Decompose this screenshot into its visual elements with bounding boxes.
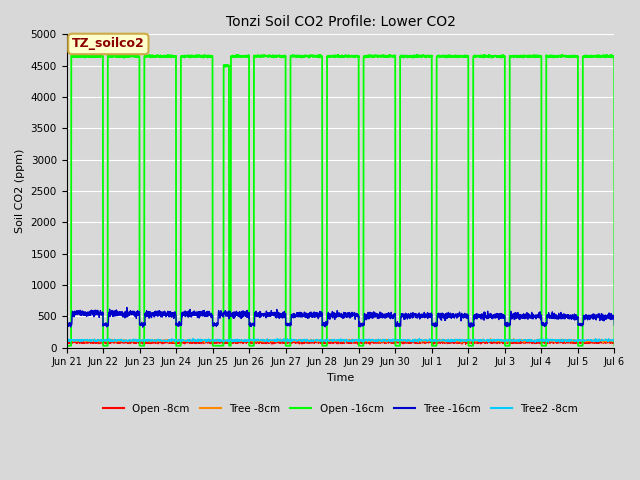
Tree -8cm xyxy=(200,340,208,346)
Tree2 -8cm xyxy=(157,337,165,343)
Open -8cm xyxy=(63,338,70,344)
Tree -8cm xyxy=(611,338,618,344)
Open -8cm xyxy=(461,342,469,348)
Tree -8cm xyxy=(157,338,165,344)
Tree -16cm xyxy=(541,321,549,327)
Open -8cm xyxy=(157,340,165,346)
Tree -8cm xyxy=(487,336,495,341)
Y-axis label: Soil CO2 (ppm): Soil CO2 (ppm) xyxy=(15,149,25,233)
Open -16cm xyxy=(297,54,305,60)
Open -8cm xyxy=(600,339,608,345)
Tree -8cm xyxy=(600,338,608,344)
Open -8cm xyxy=(125,341,133,347)
Tree -16cm xyxy=(123,304,131,310)
Legend: Open -8cm, Tree -8cm, Open -16cm, Tree -16cm, Tree2 -8cm: Open -8cm, Tree -8cm, Open -16cm, Tree -… xyxy=(99,400,582,418)
Tree -16cm xyxy=(611,323,618,328)
Tree2 -8cm xyxy=(297,337,305,343)
Open -16cm xyxy=(611,343,618,348)
Line: Open -8cm: Open -8cm xyxy=(67,341,614,345)
Tree2 -8cm xyxy=(125,338,133,344)
Tree -8cm xyxy=(541,338,549,344)
Tree -16cm xyxy=(600,318,608,324)
Tree2 -8cm xyxy=(284,336,291,341)
Open -16cm xyxy=(273,53,281,59)
Tree -8cm xyxy=(273,338,281,344)
Open -8cm xyxy=(223,338,230,344)
Tree2 -8cm xyxy=(273,337,280,343)
Text: TZ_soilco2: TZ_soilco2 xyxy=(72,37,145,50)
Open -16cm xyxy=(541,343,548,348)
Line: Tree -8cm: Tree -8cm xyxy=(67,338,614,343)
Tree2 -8cm xyxy=(541,337,549,343)
Open -16cm xyxy=(110,51,118,57)
Title: Tonzi Soil CO2 Profile: Lower CO2: Tonzi Soil CO2 Profile: Lower CO2 xyxy=(225,15,456,29)
Open -16cm xyxy=(158,53,166,59)
Tree -16cm xyxy=(297,310,305,316)
Open -16cm xyxy=(63,343,70,348)
Tree -8cm xyxy=(297,337,305,343)
Tree2 -8cm xyxy=(611,337,618,343)
Tree -8cm xyxy=(63,339,70,345)
Tree -16cm xyxy=(273,307,281,312)
Line: Open -16cm: Open -16cm xyxy=(67,54,614,346)
Open -8cm xyxy=(297,340,305,346)
Tree2 -8cm xyxy=(63,337,70,343)
Open -16cm xyxy=(600,53,608,59)
Line: Tree -16cm: Tree -16cm xyxy=(67,307,614,327)
Tree2 -8cm xyxy=(600,338,608,344)
Tree -16cm xyxy=(125,312,133,317)
Open -16cm xyxy=(125,54,133,60)
Tree -16cm xyxy=(63,321,70,327)
Open -8cm xyxy=(611,340,618,346)
Tree -8cm xyxy=(125,338,133,344)
Open -8cm xyxy=(541,340,549,346)
X-axis label: Time: Time xyxy=(327,373,354,383)
Line: Tree2 -8cm: Tree2 -8cm xyxy=(67,338,614,343)
Open -8cm xyxy=(273,340,281,346)
Tree -16cm xyxy=(158,311,166,317)
Tree -16cm xyxy=(467,324,474,330)
Tree2 -8cm xyxy=(531,340,539,346)
